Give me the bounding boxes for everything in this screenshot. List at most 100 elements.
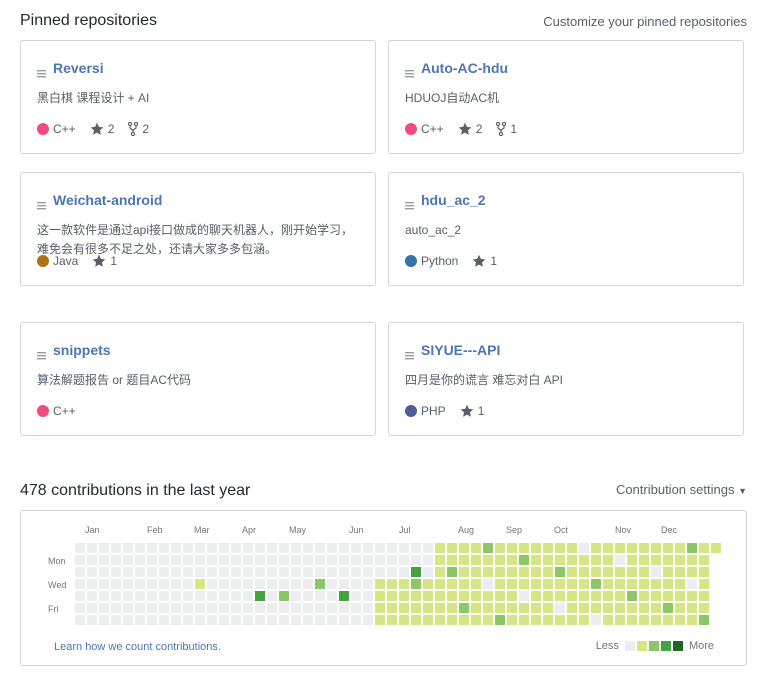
contribution-day[interactable] xyxy=(699,579,709,589)
contribution-day[interactable] xyxy=(339,567,349,577)
contribution-day[interactable] xyxy=(87,591,97,601)
contribution-day[interactable] xyxy=(639,603,649,613)
contribution-day[interactable] xyxy=(519,603,529,613)
contribution-day[interactable] xyxy=(447,579,457,589)
contribution-day[interactable] xyxy=(387,591,397,601)
contribution-day[interactable] xyxy=(351,579,361,589)
contribution-day[interactable] xyxy=(387,603,397,613)
contribution-day[interactable] xyxy=(339,555,349,565)
contribution-day[interactable] xyxy=(327,603,337,613)
contribution-day[interactable] xyxy=(543,567,553,577)
contribution-day[interactable] xyxy=(687,555,697,565)
contribution-day[interactable] xyxy=(315,543,325,553)
contribution-day[interactable] xyxy=(507,579,517,589)
contribution-day[interactable] xyxy=(639,579,649,589)
contribution-day[interactable] xyxy=(279,603,289,613)
contribution-day[interactable] xyxy=(291,543,301,553)
contribution-day[interactable] xyxy=(591,543,601,553)
contribution-day[interactable] xyxy=(135,567,145,577)
contribution-day[interactable] xyxy=(315,555,325,565)
contribution-day[interactable] xyxy=(699,543,709,553)
contribution-day[interactable] xyxy=(699,567,709,577)
contribution-day[interactable] xyxy=(147,579,157,589)
contribution-day[interactable] xyxy=(87,579,97,589)
contribution-day[interactable] xyxy=(351,591,361,601)
contribution-day[interactable] xyxy=(483,543,493,553)
contribution-day[interactable] xyxy=(183,603,193,613)
contribution-day[interactable] xyxy=(627,555,637,565)
contribution-day[interactable] xyxy=(459,555,469,565)
contribution-day[interactable] xyxy=(591,567,601,577)
contribution-day[interactable] xyxy=(339,603,349,613)
contribution-day[interactable] xyxy=(207,579,217,589)
contribution-day[interactable] xyxy=(303,543,313,553)
contribution-day[interactable] xyxy=(363,591,373,601)
contribution-day[interactable] xyxy=(651,591,661,601)
contribution-day[interactable] xyxy=(363,615,373,625)
contribution-day[interactable] xyxy=(483,555,493,565)
contribution-day[interactable] xyxy=(99,615,109,625)
contribution-day[interactable] xyxy=(303,591,313,601)
contribution-day[interactable] xyxy=(651,579,661,589)
contribution-day[interactable] xyxy=(147,555,157,565)
contribution-day[interactable] xyxy=(495,615,505,625)
contribution-day[interactable] xyxy=(147,591,157,601)
contribution-day[interactable] xyxy=(183,615,193,625)
contribution-day[interactable] xyxy=(411,591,421,601)
contribution-day[interactable] xyxy=(315,591,325,601)
contribution-day[interactable] xyxy=(351,543,361,553)
contribution-day[interactable] xyxy=(675,543,685,553)
contribution-day[interactable] xyxy=(147,543,157,553)
contribution-day[interactable] xyxy=(231,603,241,613)
contribution-day[interactable] xyxy=(171,603,181,613)
contribution-day[interactable] xyxy=(687,543,697,553)
contribution-day[interactable] xyxy=(543,543,553,553)
contribution-day[interactable] xyxy=(171,555,181,565)
contribution-day[interactable] xyxy=(195,567,205,577)
contribution-day[interactable] xyxy=(663,615,673,625)
contribution-day[interactable] xyxy=(87,615,97,625)
contribution-day[interactable] xyxy=(615,567,625,577)
contribution-day[interactable] xyxy=(483,567,493,577)
contribution-day[interactable] xyxy=(495,579,505,589)
contribution-day[interactable] xyxy=(123,543,133,553)
contribution-day[interactable] xyxy=(267,555,277,565)
contribution-day[interactable] xyxy=(423,567,433,577)
contribution-day[interactable] xyxy=(411,615,421,625)
contribution-day[interactable] xyxy=(99,543,109,553)
contribution-day[interactable] xyxy=(87,555,97,565)
contribution-day[interactable] xyxy=(615,579,625,589)
contribution-day[interactable] xyxy=(435,603,445,613)
contribution-day[interactable] xyxy=(579,579,589,589)
contribution-day[interactable] xyxy=(123,615,133,625)
contribution-day[interactable] xyxy=(483,579,493,589)
contribution-day[interactable] xyxy=(555,555,565,565)
contribution-day[interactable] xyxy=(639,555,649,565)
contribution-day[interactable] xyxy=(279,555,289,565)
contribution-day[interactable] xyxy=(399,615,409,625)
contribution-day[interactable] xyxy=(471,591,481,601)
contribution-day[interactable] xyxy=(147,603,157,613)
contribution-day[interactable] xyxy=(231,591,241,601)
contribution-day[interactable] xyxy=(243,567,253,577)
contribution-day[interactable] xyxy=(447,567,457,577)
contribution-day[interactable] xyxy=(231,555,241,565)
contribution-day[interactable] xyxy=(579,567,589,577)
contribution-day[interactable] xyxy=(567,555,577,565)
contribution-day[interactable] xyxy=(555,615,565,625)
contribution-day[interactable] xyxy=(531,615,541,625)
contribution-day[interactable] xyxy=(651,615,661,625)
repo-stars[interactable]: 2 xyxy=(458,122,482,136)
contribution-day[interactable] xyxy=(243,555,253,565)
contribution-day[interactable] xyxy=(207,615,217,625)
contribution-day[interactable] xyxy=(603,579,613,589)
contribution-day[interactable] xyxy=(507,555,517,565)
contribution-day[interactable] xyxy=(543,591,553,601)
contribution-day[interactable] xyxy=(495,567,505,577)
contribution-day[interactable] xyxy=(375,555,385,565)
contribution-day[interactable] xyxy=(615,591,625,601)
contribution-day[interactable] xyxy=(363,579,373,589)
contribution-day[interactable] xyxy=(435,615,445,625)
contribution-day[interactable] xyxy=(579,591,589,601)
repo-name-link[interactable]: Reversi xyxy=(53,60,104,76)
